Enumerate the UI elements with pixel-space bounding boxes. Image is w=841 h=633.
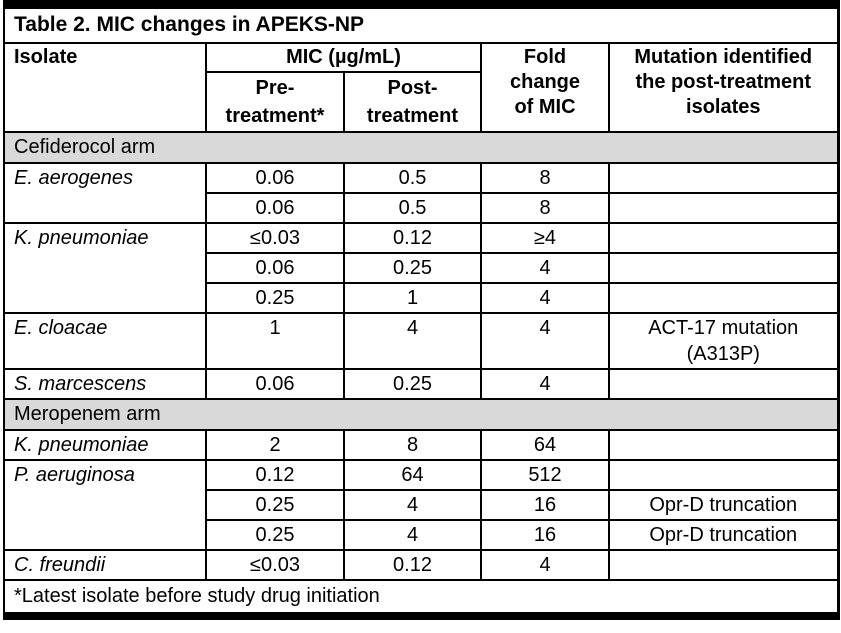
title-row: Table 2. MIC changes in APEKS-NP [2,3,840,44]
table-footnote: *Latest isolate before study drug initia… [2,579,840,617]
isolate-cell: K. pneumoniae [3,222,207,314]
mutation-cell [607,222,840,254]
mutation-cell [607,192,840,224]
table-row: K. pneumoniae 2 8 64 [3,429,840,461]
fold-change-cell: 4 [480,282,610,314]
table-row: P. aeruginosa 0.12 64 512 [3,459,840,551]
pre-mic-cell: 1 [205,312,345,370]
fold-change-cell: 4 [480,549,610,581]
mutation-cell [607,252,840,284]
pre-mic-cell: ≤0.03 [205,222,345,254]
column-header-mutation: Mutation identified the post-treatment i… [607,42,840,133]
header-row-top: Isolate MIC (µg/mL) Fold change of MIC M… [3,42,840,133]
post-mic-cell: 0.12 [343,222,482,254]
isolate-cell: K. pneumoniae [3,429,207,461]
mutation-cell [607,549,840,581]
post-mic-cell: 0.5 [343,192,482,224]
fold-change-cell: 16 [480,519,610,551]
isolate-cell: S. marcescens [3,368,207,400]
pre-mic-cell: 0.25 [205,519,345,551]
pre-mic-cell: 0.06 [205,252,345,284]
pre-mic-cell: 0.12 [205,459,345,491]
mutation-cell [607,429,840,461]
mutation-cell [607,282,840,314]
isolate-cell: C. freundii [3,549,207,581]
section-row: Cefiderocol arm [2,131,840,164]
fold-change-cell: 8 [480,162,610,194]
column-header-isolate: Isolate [3,42,207,133]
table-row: 0.06 0.25 4 [4,252,840,284]
table-row: 0.06 0.5 8 [4,192,840,224]
mutation-cell: Opr-D truncation [607,489,840,521]
isolate-cell: P. aeruginosa [3,459,207,551]
table-row: S. marcescens 0.06 0.25 4 [3,368,840,400]
fold-change-cell: 512 [480,459,610,491]
fold-change-cell: 16 [480,489,610,521]
pre-mic-cell: 0.25 [205,489,345,521]
post-mic-cell: 4 [343,489,482,521]
table-row: E. cloacae 1 4 4 ACT-17 mutation (A313P) [3,312,840,370]
pre-mic-cell: 2 [205,429,345,461]
table-row: 0.25 1 4 [4,282,840,314]
section-label: Cefiderocol arm [2,131,840,164]
post-mic-cell: 8 [343,429,482,461]
post-mic-cell: 0.25 [343,368,482,400]
fold-change-cell: 4 [480,368,610,400]
table-row: E. aerogenes 0.06 0.5 8 [3,162,840,224]
table-row: C. freundii ≤0.03 0.12 4 [3,549,840,581]
table-row: K. pneumoniae ≤0.03 0.12 ≥4 [3,222,840,314]
pre-mic-cell: 0.25 [205,282,345,314]
section-label: Meropenem arm [2,398,840,431]
mic-changes-table: Table 2. MIC changes in APEKS-NP Isolate… [2,0,840,620]
table-body: Cefiderocol arm E. aerogenes 0.06 0.5 8 0.06 0… [2,131,840,617]
table-row: 0.25 4 16 Opr-D truncation [4,489,840,521]
fold-change-cell: ≥4 [480,222,610,254]
post-mic-cell: 4 [343,519,482,551]
column-header-post-treatment: Post- treatment [343,71,482,133]
pre-mic-cell: 0.06 [205,368,345,400]
mutation-cell: ACT-17 mutation (A313P) [607,312,840,370]
table-title: Table 2. MIC changes in APEKS-NP [2,3,840,44]
mutation-cell [607,459,840,491]
section-row: Meropenem arm [2,398,840,431]
isolate-cell: E. aerogenes [3,162,207,224]
mutation-cell [607,368,840,400]
fold-change-cell: 8 [480,192,610,224]
footnote-row: *Latest isolate before study drug initia… [2,579,840,617]
fold-change-cell: 4 [480,252,610,284]
post-mic-cell: 1 [343,282,482,314]
pre-mic-cell: 0.06 [205,192,345,224]
post-mic-cell: 0.12 [343,549,482,581]
fold-change-cell: 4 [480,312,610,370]
table-row: 0.25 4 16 Opr-D truncation [4,519,840,551]
mutation-cell [607,162,840,194]
pre-mic-cell: ≤0.03 [205,549,345,581]
pre-mic-cell: 0.06 [205,162,345,194]
post-mic-cell: 0.25 [343,252,482,284]
mutation-cell: Opr-D truncation [607,519,840,551]
post-mic-cell: 4 [343,312,482,370]
column-header-pre-treatment: Pre- treatment* [205,71,345,133]
header-row-sub: Pre- treatment* Post- treatment [4,71,838,133]
column-header-mic-group: MIC (µg/mL) [205,42,482,73]
post-mic-cell: 64 [343,459,482,491]
table-header: Table 2. MIC changes in APEKS-NP Isolate… [2,3,840,133]
isolate-cell: E. cloacae [3,312,207,370]
post-mic-cell: 0.5 [343,162,482,194]
fold-change-cell: 64 [480,429,610,461]
column-header-fold-change: Fold change of MIC [480,42,610,133]
